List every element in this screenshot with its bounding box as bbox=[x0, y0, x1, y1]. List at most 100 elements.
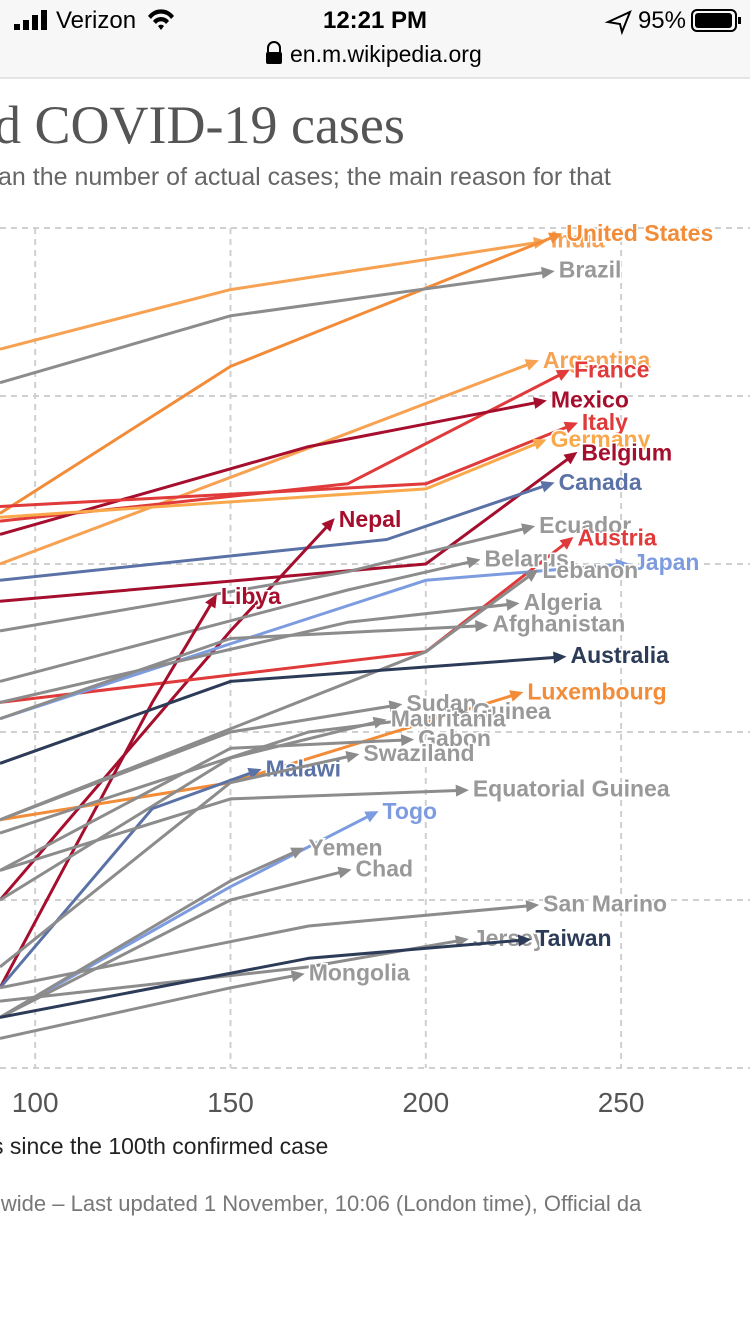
series-line bbox=[0, 399, 544, 536]
series-label: Malawi bbox=[266, 756, 341, 782]
lock-icon bbox=[267, 41, 281, 52]
series-line bbox=[0, 938, 528, 1019]
arrowhead bbox=[247, 767, 262, 780]
arrowhead bbox=[524, 359, 539, 371]
arrowhead bbox=[615, 558, 629, 571]
series-label: United States bbox=[566, 220, 713, 246]
series-label: Taiwan bbox=[535, 925, 611, 951]
arrowhead bbox=[559, 536, 574, 550]
arrowhead bbox=[525, 900, 540, 913]
arrowhead bbox=[548, 232, 563, 244]
series-line bbox=[0, 439, 544, 519]
arrowhead bbox=[532, 397, 547, 409]
series-line bbox=[0, 520, 334, 901]
arrowhead bbox=[290, 970, 305, 983]
series-label: Argentina bbox=[543, 347, 651, 373]
arrowhead bbox=[205, 594, 217, 609]
arrowhead bbox=[553, 651, 567, 664]
clock: 12:21 PM bbox=[323, 7, 427, 34]
series-label: Chad bbox=[356, 855, 414, 881]
series-label: Austria bbox=[577, 525, 656, 551]
arrowhead bbox=[555, 369, 570, 381]
status-bar-bg bbox=[0, 0, 750, 78]
arrowhead bbox=[517, 934, 532, 947]
series-line bbox=[0, 558, 477, 683]
lock-body bbox=[266, 52, 282, 64]
arrowhead bbox=[400, 734, 415, 747]
series-label: Nepal bbox=[339, 506, 402, 532]
series-line bbox=[0, 270, 552, 385]
series-label: Ecuador bbox=[539, 512, 631, 538]
series-label: Togo bbox=[383, 798, 438, 824]
series-label: Mauritania bbox=[391, 706, 506, 732]
series-line bbox=[0, 596, 217, 989]
arrowhead bbox=[521, 523, 536, 535]
arrowhead bbox=[563, 451, 578, 465]
series-line bbox=[0, 602, 516, 704]
series-line bbox=[0, 525, 532, 633]
series-line bbox=[0, 973, 302, 1040]
url[interactable]: en.m.wikipedia.org bbox=[290, 41, 482, 67]
arrowhead bbox=[455, 707, 469, 720]
series-label: Gabon bbox=[418, 725, 491, 751]
battery-icon bbox=[691, 9, 741, 32]
series-line bbox=[0, 788, 465, 872]
series-line bbox=[0, 719, 384, 902]
series-line bbox=[0, 738, 411, 872]
series-line bbox=[0, 903, 536, 990]
arrowhead bbox=[321, 518, 335, 532]
series-label: Equatorial Guinea bbox=[473, 775, 670, 801]
location-icon bbox=[604, 10, 632, 36]
series-label: Mexico bbox=[551, 386, 629, 412]
series-label: San Marino bbox=[543, 890, 667, 916]
series-label: Luxembourg bbox=[527, 678, 666, 704]
arrowhead bbox=[290, 847, 305, 859]
carrier: Verizon bbox=[56, 7, 136, 34]
series-line bbox=[0, 655, 563, 765]
series-label: Afghanistan bbox=[492, 611, 625, 637]
wifi-icon bbox=[148, 9, 174, 30]
signal-icon bbox=[14, 10, 47, 30]
series-label: Mongolia bbox=[309, 960, 410, 986]
series-label: Canada bbox=[559, 469, 642, 495]
arrowhead bbox=[563, 421, 578, 434]
series-line bbox=[0, 562, 626, 721]
series-label: Jersey bbox=[473, 925, 546, 951]
x-axis-label: s since the 100th confirmed case bbox=[0, 1133, 328, 1159]
arrowhead bbox=[506, 598, 520, 611]
series-line bbox=[0, 240, 544, 351]
series-label: Guinea bbox=[473, 698, 551, 724]
arrowhead bbox=[345, 751, 360, 763]
series-label: Belgium bbox=[581, 439, 672, 465]
series-line bbox=[0, 753, 356, 969]
series-line bbox=[0, 868, 349, 1019]
chart-subtitle: an the number of actual cases; the main … bbox=[0, 163, 611, 191]
series-label: Libya bbox=[221, 583, 281, 609]
series-label: Italy bbox=[582, 409, 628, 435]
chart-title: d COVID-19 cases bbox=[0, 95, 405, 155]
series-line bbox=[0, 233, 560, 515]
series-label: France bbox=[574, 357, 649, 383]
series-label: Brazil bbox=[559, 257, 622, 283]
series-line bbox=[0, 482, 552, 582]
series-line bbox=[0, 711, 465, 835]
series-line bbox=[0, 453, 576, 603]
arrowhead bbox=[372, 716, 387, 729]
series-label: India bbox=[551, 227, 605, 253]
series-line bbox=[0, 703, 399, 822]
arrowhead bbox=[524, 569, 539, 582]
series-label: Swaziland bbox=[363, 740, 474, 766]
series-line bbox=[0, 624, 485, 721]
series-label: Lebanon bbox=[542, 557, 638, 583]
arrowhead bbox=[388, 700, 403, 713]
series-label: Japan bbox=[633, 549, 699, 575]
arrowhead bbox=[455, 784, 469, 797]
arrowhead bbox=[509, 690, 524, 702]
series-line bbox=[0, 422, 575, 508]
x-tick-label: 250 bbox=[598, 1087, 645, 1118]
arrowhead bbox=[475, 620, 489, 633]
arrowhead bbox=[540, 481, 555, 493]
arrowhead bbox=[364, 811, 379, 823]
